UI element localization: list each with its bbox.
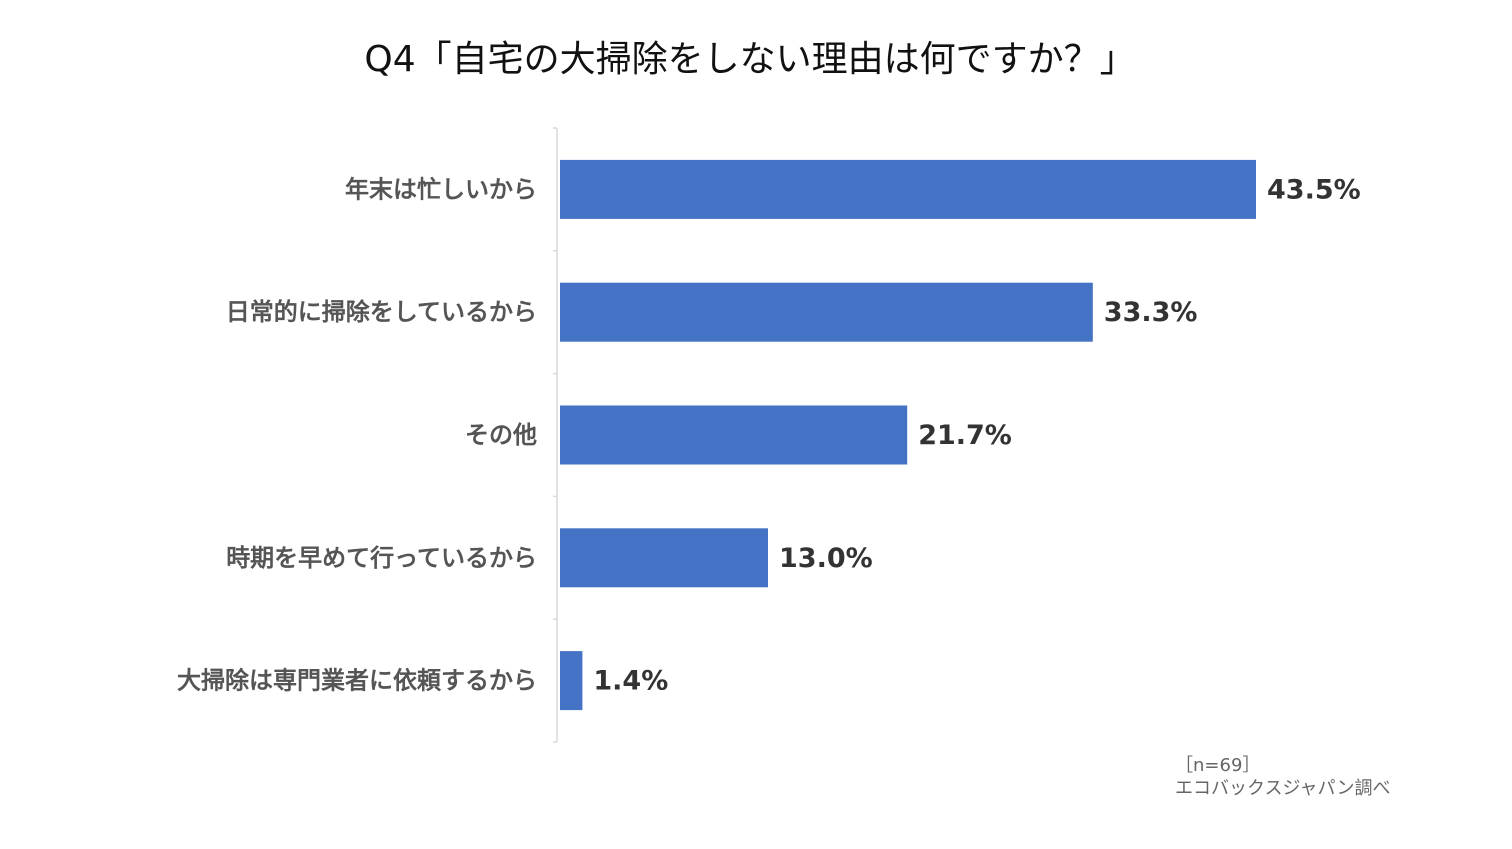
category-label: 日常的に掃除をしているから [226, 298, 537, 326]
category-label: その他 [465, 421, 537, 449]
bar-series: 年末は忙しいから 43.5% 日常的に掃除をしているから 33.3% その他 21.7% 時… [177, 159, 1361, 711]
bar [560, 651, 583, 711]
bar [560, 528, 768, 588]
data-label: 1.4% [593, 666, 668, 697]
bar [560, 159, 1256, 219]
category-label: 年末は忙しいから [345, 175, 537, 203]
bar [560, 282, 1093, 342]
data-label: 21.7% [918, 420, 1012, 451]
axis-ticks [553, 127, 557, 743]
sample-size-note: ［n=69］ [1175, 755, 1260, 776]
data-label: 33.3% [1104, 297, 1198, 328]
chart-title: Q4「自宅の大掃除をしない理由は何ですか？」 [364, 39, 1135, 80]
data-label: 43.5% [1267, 174, 1361, 205]
category-label: 時期を早めて行っているから [226, 544, 537, 572]
data-label: 13.0% [779, 543, 873, 574]
category-label: 大掃除は専門業者に依頼するから [177, 667, 537, 695]
bar [560, 405, 908, 465]
source-note: エコバックスジャパン調べ [1175, 778, 1390, 799]
